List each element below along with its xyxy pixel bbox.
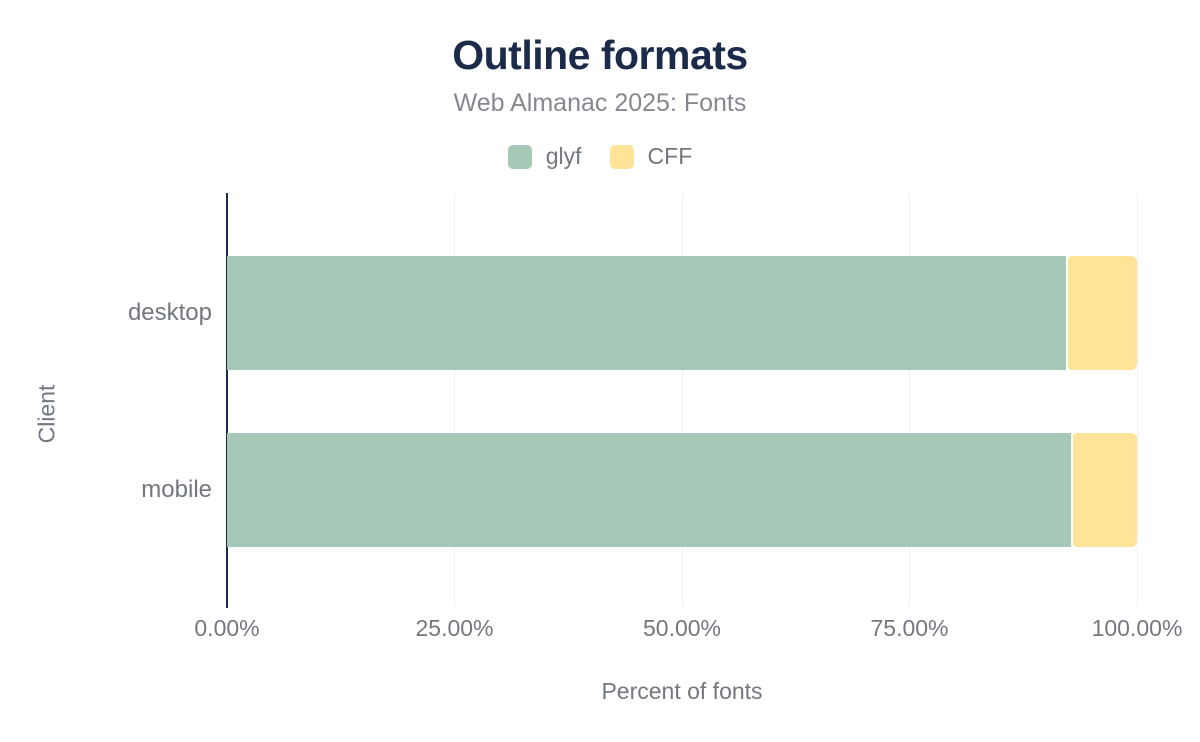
- bar-segment-mobile-CFF: [1072, 433, 1137, 547]
- legend-item-CFF: CFF: [609, 143, 693, 170]
- gridline-100: [1136, 193, 1138, 606]
- gridline-75: [909, 193, 910, 606]
- x-axis-title: Percent of fonts: [601, 678, 763, 704]
- x-tick-label-50: 50.00%: [642, 615, 721, 641]
- x-tick-label-25: 25.00%: [415, 615, 494, 641]
- chart-title: Outline formats: [452, 32, 748, 78]
- chart-subtitle: Web Almanac 2025: Fonts: [453, 89, 747, 117]
- bar-mobile: [227, 433, 1137, 547]
- x-tick-label-0: 0.00%: [194, 615, 260, 641]
- bar-segment-desktop-glyf: [227, 256, 1067, 370]
- bar-desktop: [227, 256, 1137, 370]
- bar-segment-mobile-glyf: [227, 433, 1071, 547]
- x-tick-label-75: 75.00%: [870, 615, 949, 641]
- y-axis-line: [226, 193, 228, 608]
- plot-area: [226, 193, 1138, 608]
- legend-label: glyf: [545, 143, 582, 169]
- legend-swatch-glyf: [507, 144, 532, 169]
- gridline-50: [681, 193, 683, 606]
- y-category-label-desktop: desktop: [127, 299, 212, 326]
- legend-label: CFF: [647, 143, 693, 169]
- y-axis-title: Client: [33, 384, 60, 444]
- legend-swatch-CFF: [609, 144, 634, 169]
- legend-item-glyf: glyf: [507, 143, 582, 170]
- y-category-label-mobile: mobile: [141, 476, 212, 503]
- legend: glyf CFF: [0, 143, 1200, 170]
- x-tick-label-100: 100.00%: [1091, 615, 1183, 641]
- bar-segment-desktop-CFF: [1068, 256, 1137, 370]
- gridline-25: [454, 193, 455, 606]
